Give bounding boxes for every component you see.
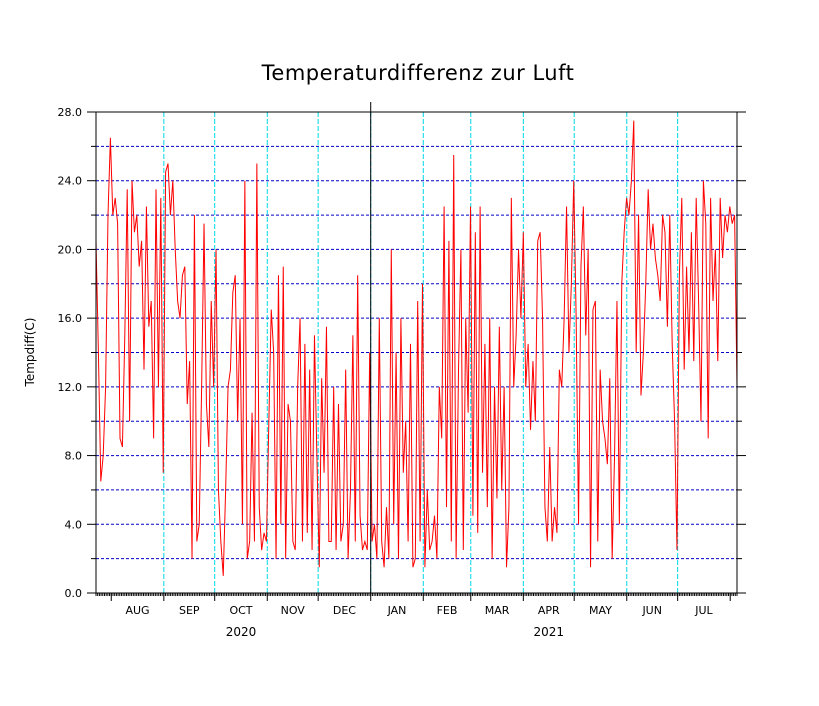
axis-layer xyxy=(87,102,746,601)
x-tick-label-month: FEB xyxy=(437,604,458,617)
x-tick-label-month: AUG xyxy=(125,604,149,617)
x-tick-label-month: APR xyxy=(538,604,560,617)
y-tick-label: 0.0 xyxy=(65,587,83,600)
x-tick-label-month: JAN xyxy=(387,604,407,617)
y-tick-label: 16.0 xyxy=(58,312,83,325)
series-line-tempdiff xyxy=(95,120,738,576)
x-tick-label-month: SEP xyxy=(179,604,200,617)
x-tick-label-year: 2021 xyxy=(533,625,564,639)
label-layer: 0.0 4.0 8.0 12.0 16.0 20.0 24.0 28.0 AUG SEP OCT NO… xyxy=(58,106,714,639)
y-tick-label: 20.0 xyxy=(58,243,83,256)
y-tick-label: 24.0 xyxy=(58,175,83,188)
y-tick-label: 12.0 xyxy=(58,381,83,394)
series-layer xyxy=(95,120,738,576)
x-tick-label-month: NOV xyxy=(281,604,306,617)
y-tick-label: 4.0 xyxy=(65,518,83,531)
x-tick-label-month: JUN xyxy=(641,604,662,617)
chart-title: Temperaturdifferenz zur Luft xyxy=(261,61,575,85)
x-tick-label-month: DEC xyxy=(333,604,356,617)
y-tick-label: 8.0 xyxy=(65,450,83,463)
y-tick-label: 28.0 xyxy=(58,106,83,119)
x-tick-label-month: OCT xyxy=(229,604,252,617)
x-tick-label-month: JUL xyxy=(694,604,713,617)
x-tick-label-month: MAR xyxy=(485,604,510,617)
x-tick-label-month: MAY xyxy=(589,604,612,617)
y-axis-label: Tempdiff(C) xyxy=(23,318,37,388)
x-tick-label-year: 2020 xyxy=(226,625,257,639)
